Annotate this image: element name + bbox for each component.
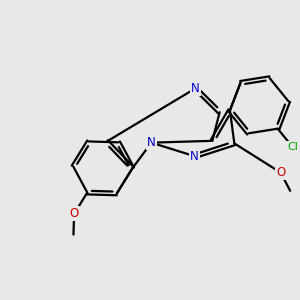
Text: N: N [191,82,200,95]
Text: N: N [190,150,199,163]
Text: N: N [147,136,156,149]
Text: O: O [276,166,285,179]
Text: Cl: Cl [287,142,298,152]
Text: O: O [70,207,79,220]
